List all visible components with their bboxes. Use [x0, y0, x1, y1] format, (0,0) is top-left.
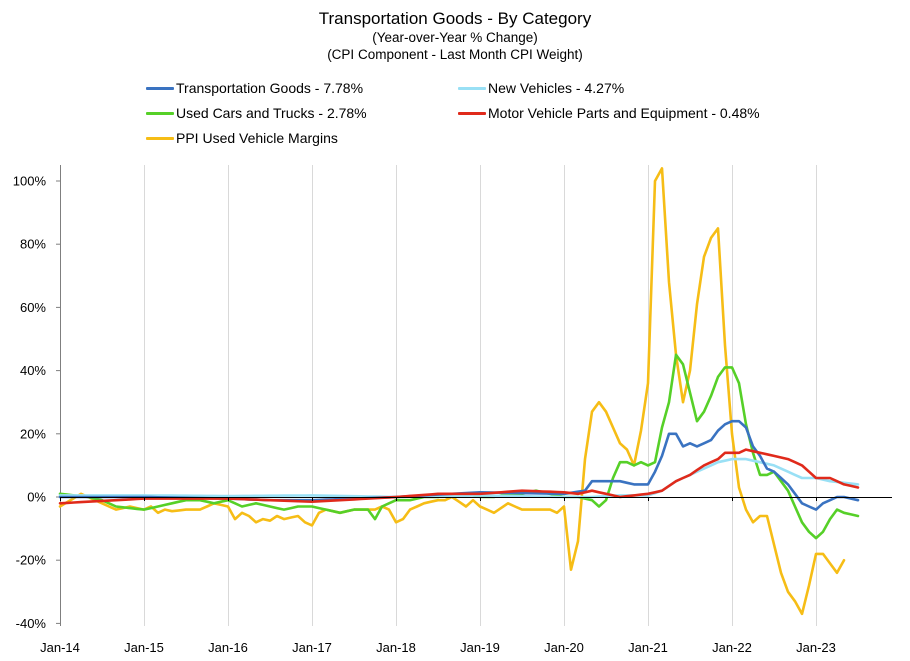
legend-swatch — [146, 112, 174, 115]
legend-label: Transportation Goods - 7.78% — [176, 80, 364, 96]
y-tick-label: 100% — [13, 174, 47, 189]
series-line-ppi-used-vehicle-margins — [58, 167, 846, 616]
x-tick-label: Jan-14 — [40, 640, 80, 655]
y-tick-label: 20% — [20, 426, 46, 441]
series-line-motor-vehicle-parts-and-equipment-0-48 — [58, 448, 860, 505]
y-tick-label: 80% — [20, 237, 46, 252]
legend-swatch — [146, 137, 174, 140]
x-tick-label: Jan-15 — [124, 640, 164, 655]
chart-subtitle-line-1: (Year-over-Year % Change) — [372, 30, 538, 45]
x-tick-label: Jan-17 — [292, 640, 332, 655]
legend-label: New Vehicles - 4.27% — [488, 80, 625, 96]
legend-swatch — [458, 112, 486, 115]
x-tick-label: Jan-20 — [544, 640, 584, 655]
x-tick-label: Jan-23 — [796, 640, 836, 655]
series-line-new-vehicles-4-27 — [58, 457, 860, 499]
legend-swatch — [146, 87, 174, 90]
x-tick-label: Jan-22 — [712, 640, 752, 655]
x-tick-label: Jan-21 — [628, 640, 668, 655]
legend-swatch — [458, 87, 486, 90]
chart-title: Transportation Goods - By Category — [318, 9, 592, 28]
y-tick-label: 40% — [20, 363, 46, 378]
x-tick-label: Jan-18 — [376, 640, 416, 655]
legend-label: Motor Vehicle Parts and Equipment - 0.48… — [488, 105, 760, 121]
chart-subtitle-line-2: (CPI Component - Last Month CPI Weight) — [327, 47, 583, 62]
title-block: Transportation Goods - By Category (Year… — [0, 8, 910, 63]
x-tick-label: Jan-19 — [460, 640, 500, 655]
y-tick-label: 0% — [27, 490, 46, 505]
y-tick-label: 60% — [20, 300, 46, 315]
y-tick-label: -20% — [16, 553, 47, 568]
x-tick-label: Jan-16 — [208, 640, 248, 655]
y-tick-label: -40% — [16, 616, 47, 631]
legend-label: PPI Used Vehicle Margins — [176, 130, 338, 146]
legend-label: Used Cars and Trucks - 2.78% — [176, 105, 367, 121]
legend: Transportation Goods - 7.78% New Vehicle… — [0, 78, 910, 150]
